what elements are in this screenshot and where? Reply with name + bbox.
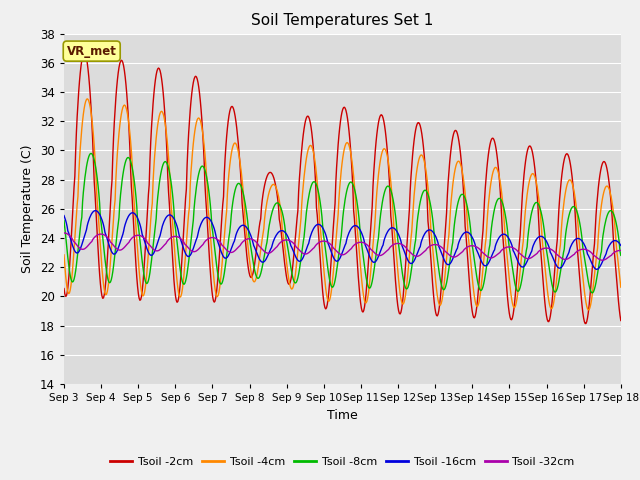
X-axis label: Time: Time <box>327 408 358 421</box>
Y-axis label: Soil Temperature (C): Soil Temperature (C) <box>21 144 35 273</box>
Text: VR_met: VR_met <box>67 45 116 58</box>
Title: Soil Temperatures Set 1: Soil Temperatures Set 1 <box>252 13 433 28</box>
Legend: Tsoil -2cm, Tsoil -4cm, Tsoil -8cm, Tsoil -16cm, Tsoil -32cm: Tsoil -2cm, Tsoil -4cm, Tsoil -8cm, Tsoi… <box>106 453 579 471</box>
